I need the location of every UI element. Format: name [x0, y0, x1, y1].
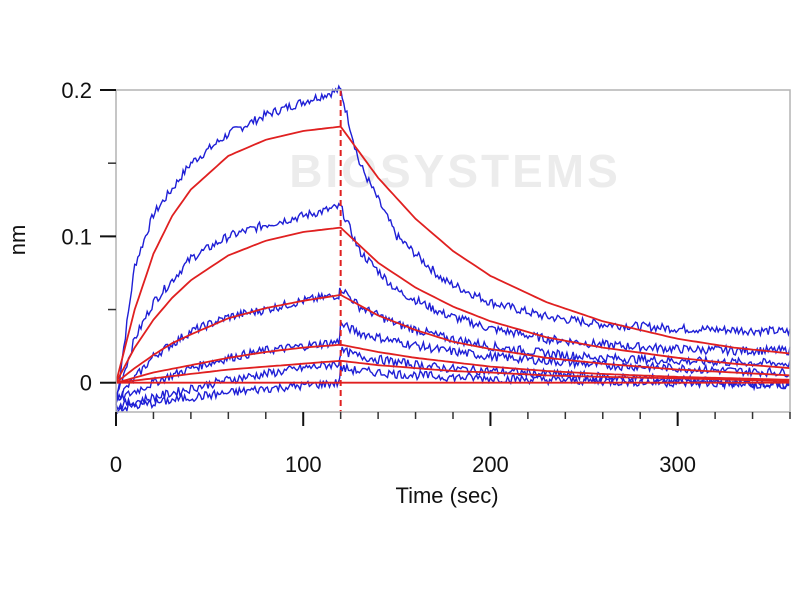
fitted-curve-9	[115, 293, 791, 384]
x-axis-label: Time (sec)	[395, 483, 498, 508]
watermark-text: BIOSYSTEMS	[289, 145, 621, 197]
x-tick-label: 300	[659, 452, 696, 477]
ticks-layer: 0 100 200 300 0 0.1 0.2	[61, 78, 791, 477]
x-tick-label: 100	[285, 452, 322, 477]
measured-trace-4	[115, 319, 791, 404]
measured-trace-2	[115, 202, 791, 397]
fitted-curve-7	[115, 125, 791, 383]
x-tick-label: 200	[472, 452, 509, 477]
fitted-curve-8	[115, 226, 791, 384]
fitted-curve-10	[115, 343, 791, 384]
y-tick-label: 0.2	[61, 78, 92, 103]
y-tick-label: 0	[80, 371, 92, 396]
measured-trace-3	[115, 287, 791, 403]
fitted-curve-11	[115, 359, 791, 384]
series-layer	[115, 84, 791, 415]
measured-trace-1	[115, 84, 791, 405]
y-axis-label: nm	[5, 225, 30, 256]
x-tick-label: 0	[110, 452, 122, 477]
y-tick-label: 0.1	[61, 224, 92, 249]
